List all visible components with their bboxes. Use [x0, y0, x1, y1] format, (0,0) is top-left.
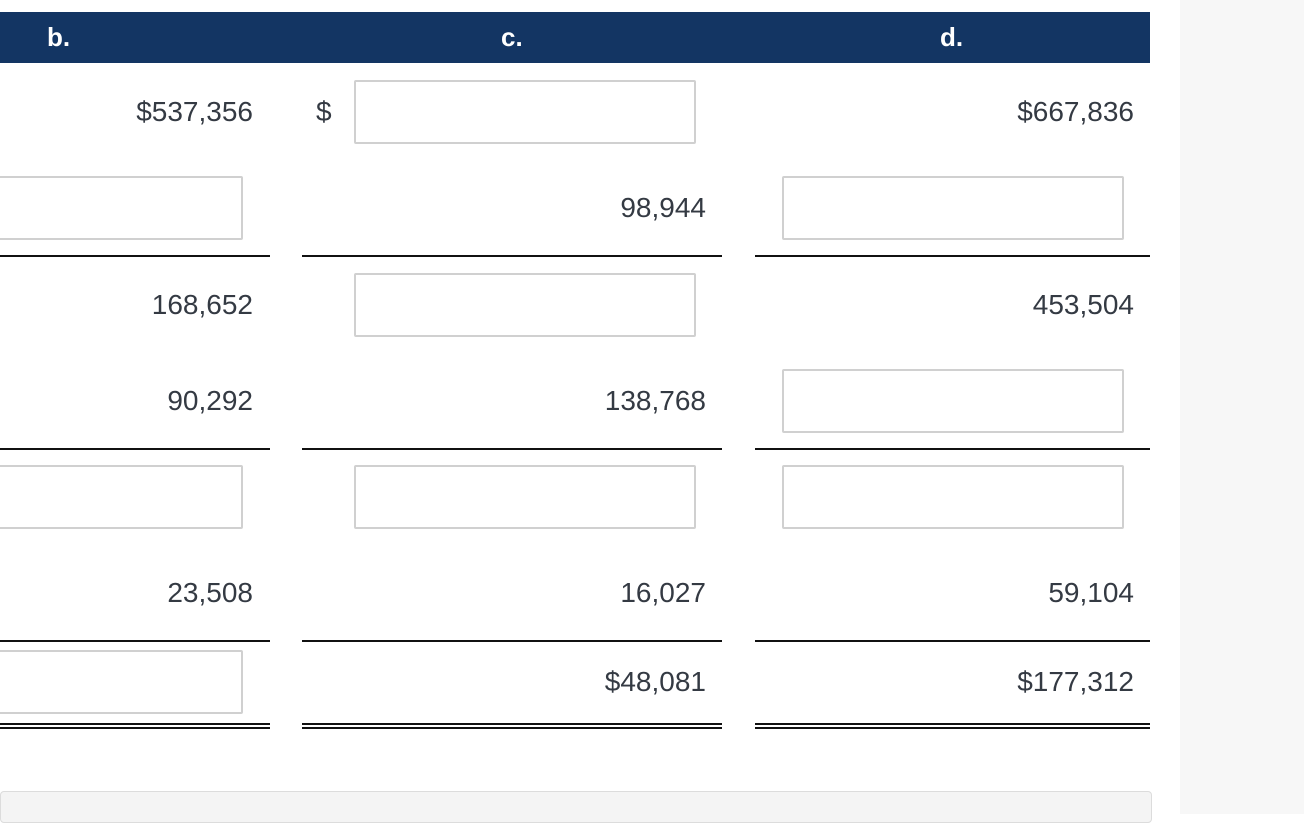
underline-rule	[302, 448, 722, 450]
underline-rule	[302, 255, 722, 257]
double-underline-rule	[755, 723, 1150, 729]
amount-input-b-row7[interactable]	[0, 650, 243, 714]
amount-value-b-row4: 90,292	[167, 385, 253, 416]
currency-symbol: $	[316, 96, 332, 127]
amount-value-c-row2: 98,944	[620, 192, 706, 223]
underline-rule	[755, 255, 1150, 257]
table-header: b. c. d.	[0, 12, 1150, 63]
double-underline-rule	[302, 723, 722, 729]
amount-input-b-row2[interactable]	[0, 176, 243, 240]
amount-value-d-row1: $667,836	[1017, 96, 1134, 127]
double-underline-rule	[0, 723, 270, 729]
amount-value-d-row6: 59,104	[1048, 577, 1134, 608]
amount-value-c-row4: 138,768	[604, 385, 706, 416]
underline-rule	[0, 448, 270, 450]
amount-value-c-row7: $48,081	[604, 666, 706, 697]
amount-input-d-row5[interactable]	[782, 465, 1124, 529]
amount-input-d-row2[interactable]	[782, 176, 1124, 240]
amount-value-b-row6: 23,508	[167, 577, 253, 608]
underline-rule	[0, 640, 270, 642]
amount-value-b-row3: 168,652	[151, 289, 253, 320]
side-panel	[1180, 0, 1304, 814]
column-header-c: c.	[501, 22, 523, 52]
underline-rule	[755, 448, 1150, 450]
amount-input-c-row3[interactable]	[354, 273, 696, 337]
column-header-b: b.	[47, 22, 71, 52]
underline-rule	[755, 640, 1150, 642]
amount-value-b-row1: $537,356	[136, 96, 253, 127]
bottom-panel	[0, 791, 1152, 823]
amount-input-d-row4[interactable]	[782, 369, 1124, 433]
underline-rule	[0, 255, 270, 257]
amount-value-d-row3: 453,504	[1032, 289, 1134, 320]
amount-value-d-row7: $177,312	[1017, 666, 1134, 697]
underline-rule	[302, 640, 722, 642]
amount-input-c-row1[interactable]	[354, 80, 696, 144]
amount-value-c-row6: 16,027	[620, 577, 706, 608]
amount-input-c-row5[interactable]	[354, 465, 696, 529]
column-header-d: d.	[940, 22, 964, 52]
amount-input-b-row5[interactable]	[0, 465, 243, 529]
